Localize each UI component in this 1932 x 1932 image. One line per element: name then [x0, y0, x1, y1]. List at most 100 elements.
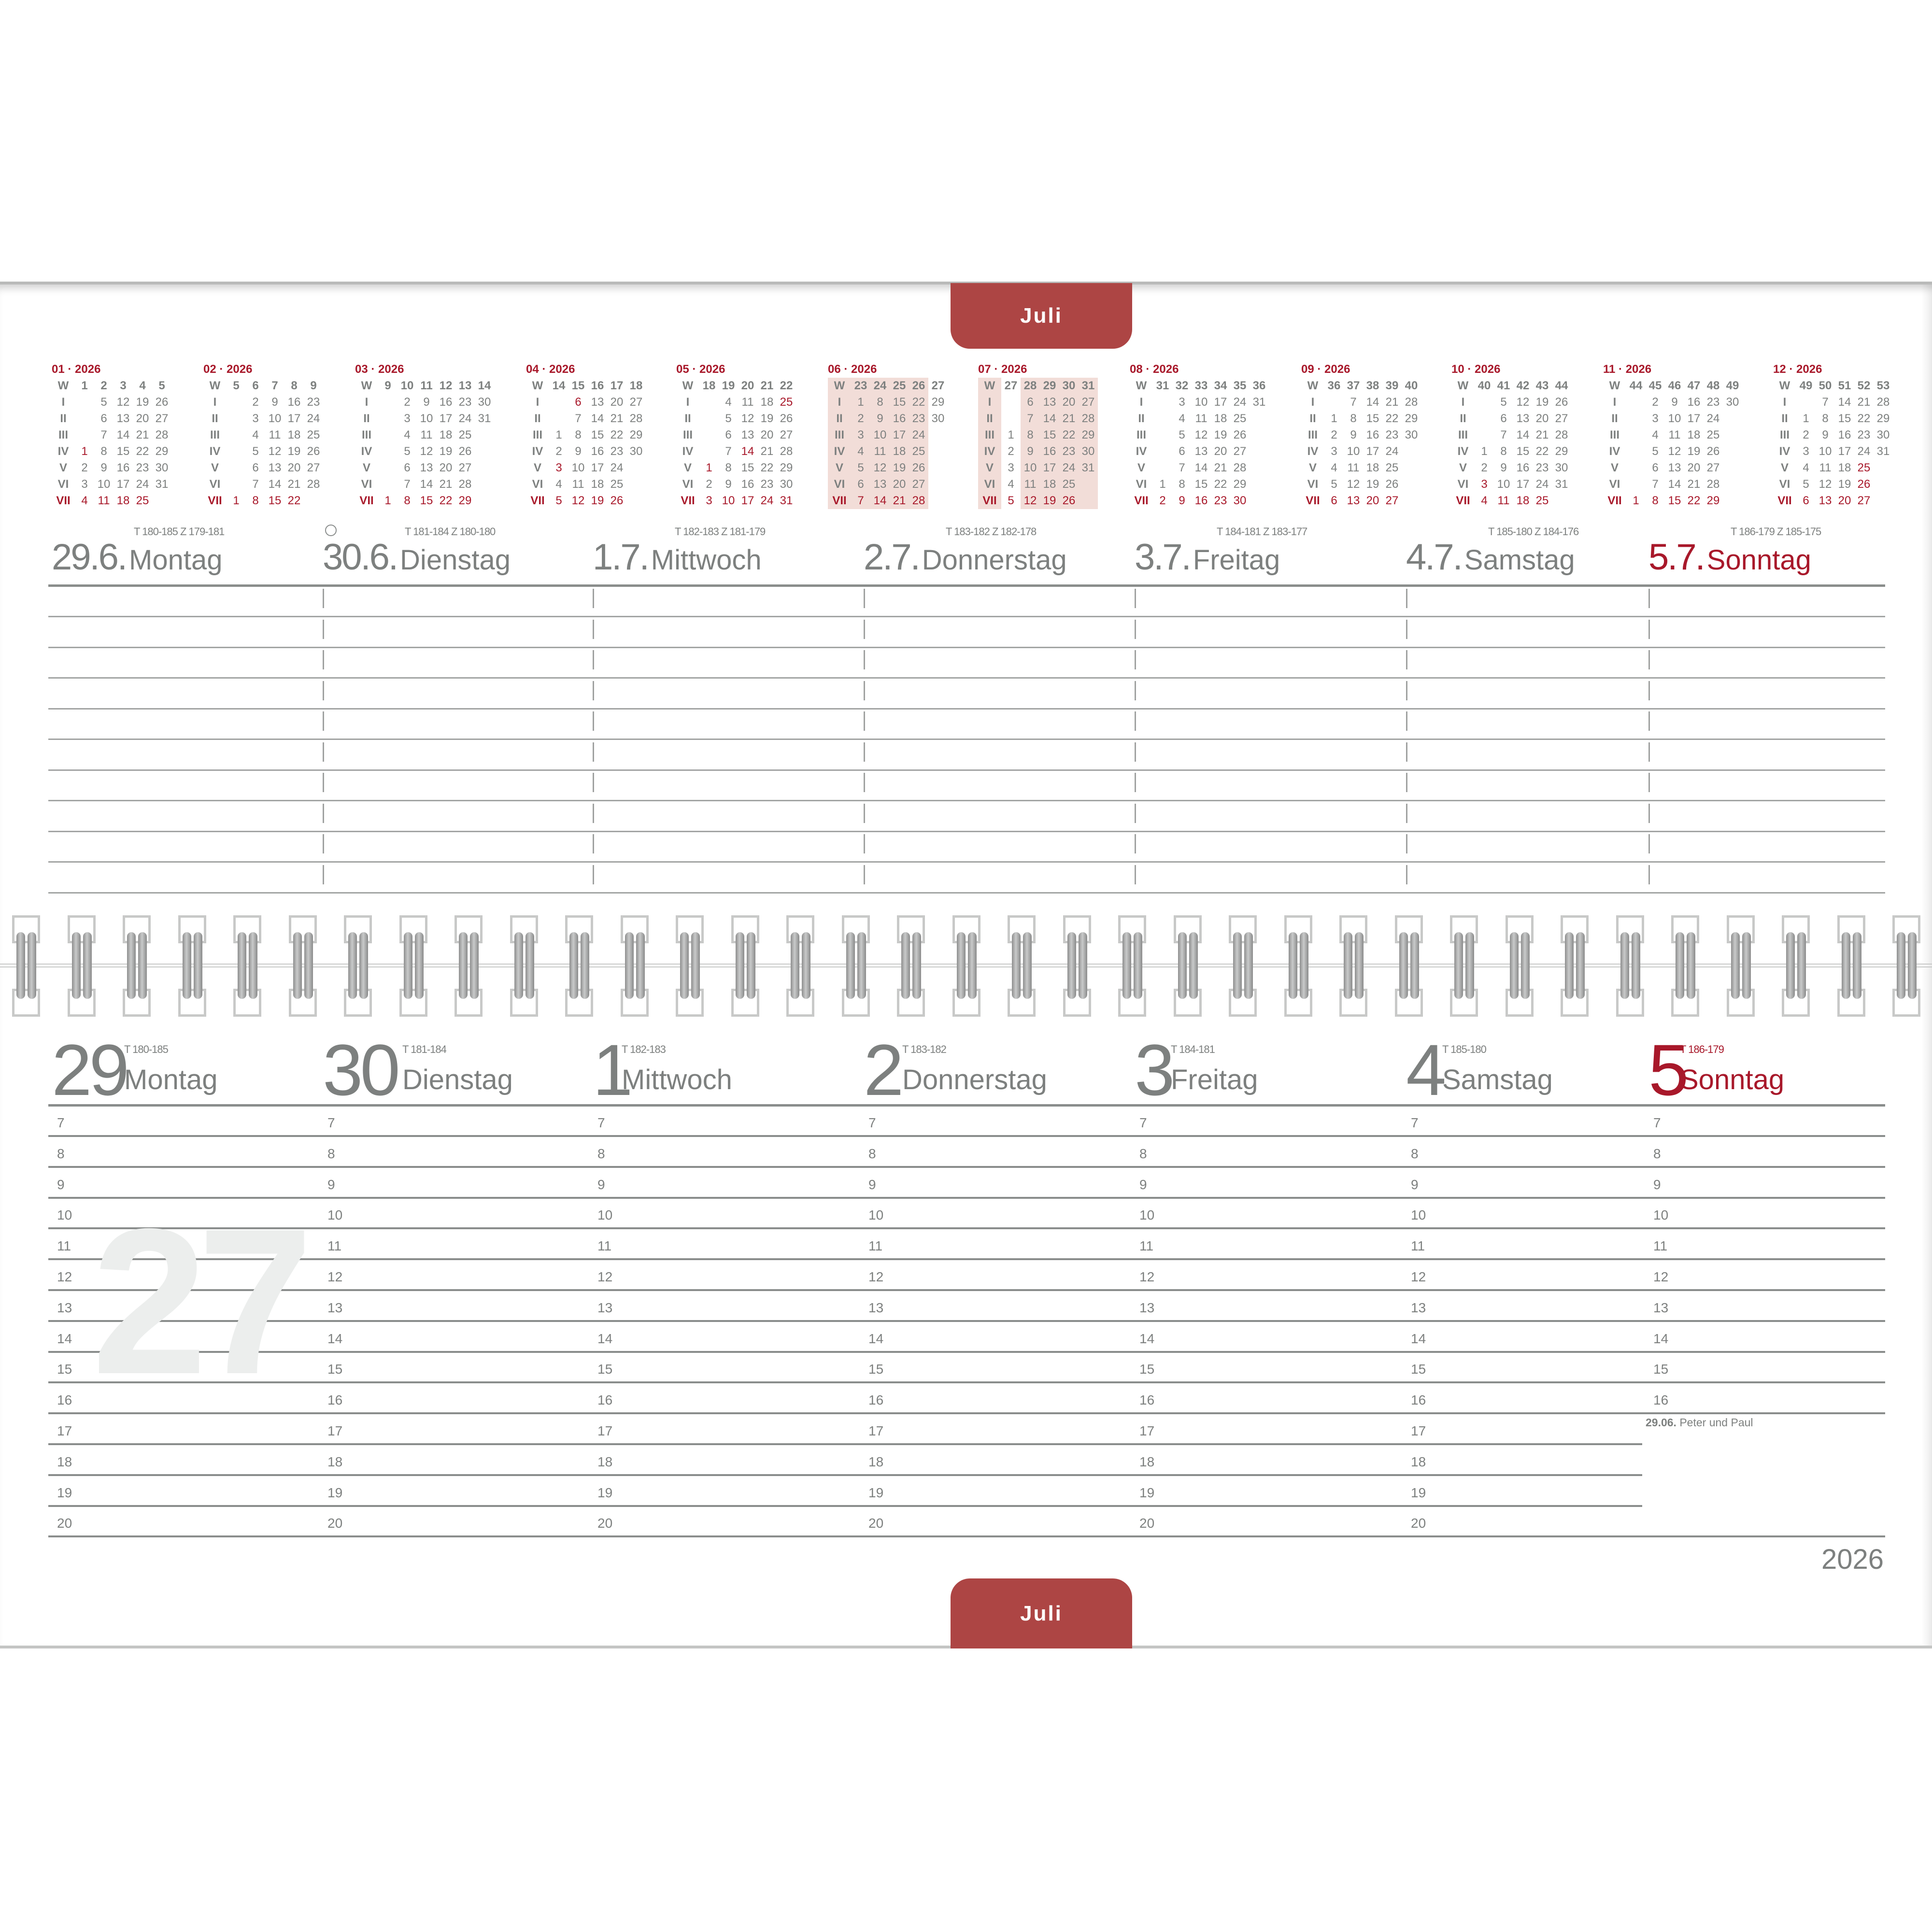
day-cell[interactable]: 23: [1535, 461, 1549, 474]
day-cell[interactable]: 7: [1021, 411, 1040, 427]
day-cell[interactable]: 13: [420, 461, 433, 474]
day-cell[interactable]: [1475, 427, 1494, 443]
day-cell[interactable]: 12: [1021, 493, 1040, 509]
day-cell[interactable]: 13: [870, 476, 890, 493]
day-cell[interactable]: [1079, 476, 1098, 493]
writing-line[interactable]: [48, 769, 1885, 771]
day-cell[interactable]: 24: [458, 412, 472, 425]
mini-calendar[interactable]: 06 · 2026 W 23 24 25 26 27 I 1 8 15 22 29 II 2 9 16 23 30 I…: [828, 361, 948, 509]
day-cell[interactable]: 24: [1535, 478, 1549, 491]
day-cell[interactable]: 9: [870, 411, 890, 427]
day-cell[interactable]: 6: [725, 428, 732, 441]
day-cell[interactable]: 13: [268, 461, 282, 474]
day-cell[interactable]: 28: [1555, 428, 1568, 441]
day-cell[interactable]: 8: [252, 494, 259, 507]
day-cell[interactable]: 23: [1385, 428, 1399, 441]
day-cell[interactable]: 4: [1179, 412, 1185, 425]
day-cell[interactable]: 22: [1385, 412, 1399, 425]
day-cell[interactable]: 13: [1668, 461, 1681, 474]
day-cell[interactable]: 3: [252, 412, 259, 425]
mini-calendar[interactable]: 05 · 2026 W 18 19 20 21 22 I 4 11 18 25 II 5 12 19 26 III…: [676, 361, 796, 509]
day-cell[interactable]: 3: [1008, 461, 1014, 474]
day-cell[interactable]: 6: [252, 461, 259, 474]
mini-calendar[interactable]: 10 · 2026 W 40 41 42 43 44 I 5 12 19 26 II 6 13 20 27 III…: [1451, 361, 1571, 509]
day-cell[interactable]: 6: [100, 412, 107, 425]
day-cell[interactable]: 10: [1021, 460, 1040, 476]
day-cell[interactable]: 19: [287, 445, 301, 458]
day-cell[interactable]: [1874, 476, 1893, 493]
day-cell[interactable]: 27: [629, 396, 643, 409]
day-cell[interactable]: 15: [1366, 412, 1379, 425]
month-tab-top[interactable]: Juli: [951, 283, 1132, 349]
day-cell[interactable]: 2: [851, 411, 870, 427]
day-cell[interactable]: 10: [1347, 445, 1360, 458]
day-cell[interactable]: [1475, 394, 1494, 411]
day-cell[interactable]: 29: [155, 445, 169, 458]
day-cell[interactable]: 23: [760, 478, 774, 491]
day-cell[interactable]: [1324, 394, 1344, 411]
day-cell[interactable]: 12: [1516, 396, 1530, 409]
day-cell[interactable]: 31: [780, 494, 793, 507]
day-cell[interactable]: 7: [725, 445, 732, 458]
day-cell[interactable]: 11: [870, 443, 890, 460]
day-cell[interactable]: 5: [404, 445, 411, 458]
day-cell[interactable]: 1: [384, 494, 391, 507]
day-cell[interactable]: 30: [1726, 396, 1739, 409]
day-cell[interactable]: 21: [136, 428, 149, 441]
day-cell[interactable]: 13: [741, 428, 754, 441]
day-cell[interactable]: 1: [1331, 412, 1337, 425]
day-cell[interactable]: 28: [307, 478, 320, 491]
day-cell[interactable]: 18: [890, 443, 909, 460]
writing-line[interactable]: [48, 739, 1885, 740]
day-cell[interactable]: 13: [591, 396, 604, 409]
mini-calendar[interactable]: 01 · 2026 W 1 2 3 4 5 I 5 12 19 26 II 6 13 20 27 III 7 14 21…: [52, 361, 171, 509]
day-cell[interactable]: 4: [1803, 461, 1809, 474]
day-cell[interactable]: 18: [760, 396, 774, 409]
day-cell[interactable]: 12: [1668, 445, 1681, 458]
day-cell[interactable]: [1250, 427, 1269, 443]
day-cell[interactable]: 19: [591, 494, 604, 507]
day-cell[interactable]: 30: [478, 396, 491, 409]
day-cell[interactable]: 14: [116, 428, 130, 441]
day-header[interactable]: 5.7. Sonntag: [1648, 536, 1811, 578]
day-cell[interactable]: [1626, 476, 1646, 493]
day-cell[interactable]: 8: [575, 428, 582, 441]
day-cell[interactable]: 27: [307, 461, 320, 474]
writing-line[interactable]: [48, 646, 1885, 648]
day-cell[interactable]: 23: [307, 396, 320, 409]
day-cell[interactable]: 15: [1194, 478, 1208, 491]
day-cell[interactable]: 4: [252, 428, 259, 441]
day-cell[interactable]: [1626, 443, 1646, 460]
day-cell[interactable]: [1153, 411, 1172, 427]
day-cell[interactable]: 20: [1535, 412, 1549, 425]
day-cell[interactable]: 8: [1350, 412, 1357, 425]
day-cell[interactable]: 15: [1516, 445, 1530, 458]
day-cell[interactable]: 27: [1857, 494, 1871, 507]
day-cell[interactable]: 29: [458, 494, 472, 507]
day-cell[interactable]: 21: [287, 478, 301, 491]
day-cell[interactable]: 25: [909, 443, 928, 460]
day-header[interactable]: 1.7. Mittwoch: [593, 536, 762, 578]
day-cell[interactable]: 21: [439, 478, 453, 491]
day-cell[interactable]: 17: [890, 427, 909, 443]
day-cell[interactable]: 23: [610, 445, 624, 458]
hour-line[interactable]: [48, 1505, 1642, 1507]
day-cell[interactable]: 7: [851, 493, 870, 509]
day-cell[interactable]: 4: [81, 494, 88, 507]
day-cell[interactable]: 20: [610, 396, 624, 409]
mini-calendar[interactable]: 09 · 2026 W 36 37 38 39 40 I 7 14 21 28 II 1 8 15 22 29 II…: [1301, 361, 1421, 509]
day-cell[interactable]: 16: [741, 478, 754, 491]
day-cell[interactable]: 25: [307, 428, 320, 441]
hour-line[interactable]: [48, 1196, 1885, 1199]
day-cell[interactable]: [75, 427, 94, 443]
day-cell[interactable]: [1402, 460, 1421, 476]
day-cell[interactable]: 30: [1079, 443, 1098, 460]
day-cell[interactable]: 10: [722, 494, 735, 507]
day-cell[interactable]: 8: [725, 461, 732, 474]
day-cell[interactable]: 25: [1706, 428, 1720, 441]
day-cell[interactable]: 14: [420, 478, 433, 491]
day-cell[interactable]: 11: [1195, 412, 1208, 425]
day-cell[interactable]: 9: [423, 396, 430, 409]
day-header[interactable]: 29.6. Montag: [52, 536, 223, 578]
day-cell[interactable]: 25: [780, 396, 793, 409]
